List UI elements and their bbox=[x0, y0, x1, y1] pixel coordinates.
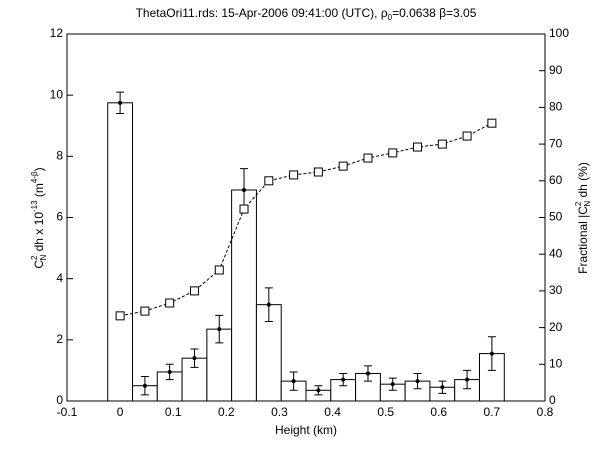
y2-tick-label: 30 bbox=[549, 283, 563, 297]
y2-tick-label: 50 bbox=[549, 210, 563, 224]
bar-point bbox=[291, 379, 296, 384]
x-tick-label: 0.2 bbox=[218, 405, 235, 419]
line-marker bbox=[338, 161, 348, 171]
bar-point bbox=[489, 351, 494, 356]
x-tick-label: 0.8 bbox=[537, 405, 554, 419]
line-marker bbox=[214, 265, 224, 275]
y-label-part: (m bbox=[32, 183, 46, 200]
line-marker bbox=[388, 148, 398, 158]
y-axis-label: C2N dh x 10-13 (m4-β) bbox=[30, 167, 48, 268]
y-tick-label: 2 bbox=[56, 332, 63, 346]
x-tick-label: -0.1 bbox=[57, 405, 78, 419]
bar-point bbox=[316, 388, 321, 393]
title-part: ThetaOri11.rds: 15-Apr-2006 09:41:00 (UT… bbox=[136, 6, 388, 20]
bar bbox=[107, 102, 134, 402]
bar-point bbox=[365, 371, 370, 376]
bar-point bbox=[192, 356, 197, 361]
y2-tick-label: 70 bbox=[549, 136, 563, 150]
bar-point bbox=[118, 100, 123, 105]
line-marker bbox=[165, 298, 175, 308]
line-marker bbox=[189, 286, 199, 296]
x-axis-label: Height (km) bbox=[275, 423, 337, 437]
x-tick-label: 0.4 bbox=[324, 405, 341, 419]
y-tick-label: 0 bbox=[56, 393, 63, 407]
title-part: =0.0638 β=3.05 bbox=[392, 6, 477, 20]
line bbox=[120, 122, 493, 317]
line-marker bbox=[462, 131, 472, 141]
line-marker bbox=[487, 118, 497, 128]
y2-tick-label: 60 bbox=[549, 173, 563, 187]
line-marker bbox=[363, 153, 373, 163]
y-tick-label: 6 bbox=[56, 210, 63, 224]
bar-point bbox=[440, 385, 445, 390]
y2-label-part: dh (%) bbox=[576, 162, 590, 201]
y-tick-label: 12 bbox=[50, 26, 64, 40]
x-tick-label: 0.3 bbox=[271, 405, 288, 419]
bar bbox=[231, 189, 257, 402]
line-marker bbox=[313, 167, 323, 177]
y2-tick-label: 0 bbox=[549, 393, 556, 407]
y2-tick-label: 10 bbox=[549, 356, 563, 370]
y2-tick-label: 80 bbox=[549, 100, 563, 114]
y2-tick-label: 40 bbox=[549, 246, 563, 260]
bar-point bbox=[390, 382, 395, 387]
y-label-part: N bbox=[39, 254, 48, 260]
x-tick-label: 0.1 bbox=[165, 405, 182, 419]
bar-point bbox=[217, 327, 222, 332]
y-tick-label: 10 bbox=[50, 87, 64, 101]
bar-point bbox=[266, 302, 271, 307]
y2-axis-label: Fractional |C2N dh (%) bbox=[574, 162, 592, 274]
line-marker bbox=[115, 311, 125, 321]
bar-point bbox=[415, 379, 420, 384]
plot-frame bbox=[66, 33, 546, 402]
y-tick-label: 8 bbox=[56, 149, 63, 163]
line-marker bbox=[140, 306, 150, 316]
title-part: 0 bbox=[388, 13, 393, 22]
y-label-part: 2 bbox=[30, 255, 39, 260]
bar-point bbox=[341, 377, 346, 382]
y-label-part: 4-β bbox=[30, 171, 39, 183]
y2-tick-label: 20 bbox=[549, 320, 563, 334]
y-label-part: dh x 10 bbox=[32, 212, 46, 255]
bar-point bbox=[142, 383, 147, 388]
y-label-part: -13 bbox=[30, 200, 39, 212]
x-tick-label: 0.5 bbox=[377, 405, 394, 419]
y2-label-part: N bbox=[583, 201, 592, 207]
line-marker bbox=[289, 170, 299, 180]
x-tick-label: 0.6 bbox=[430, 405, 447, 419]
chart-title: ThetaOri11.rds: 15-Apr-2006 09:41:00 (UT… bbox=[136, 6, 477, 22]
line-marker bbox=[437, 139, 447, 149]
bar-point bbox=[167, 369, 172, 374]
y2-label-part: 2 bbox=[574, 201, 583, 206]
y2-tick-label: 90 bbox=[549, 63, 563, 77]
y-tick-label: 4 bbox=[56, 271, 63, 285]
y-label-part: C bbox=[32, 260, 46, 269]
y2-label-part: Fractional |C bbox=[576, 206, 590, 274]
line-marker bbox=[239, 204, 249, 214]
bar-point bbox=[242, 187, 247, 192]
y-label-part: ) bbox=[32, 167, 46, 171]
bar-point bbox=[465, 377, 470, 382]
y2-tick-label: 100 bbox=[549, 26, 569, 40]
x-tick-label: 0.7 bbox=[484, 405, 501, 419]
line-marker bbox=[264, 176, 274, 186]
x-tick-label: 0 bbox=[117, 405, 124, 419]
line-marker bbox=[413, 142, 423, 152]
